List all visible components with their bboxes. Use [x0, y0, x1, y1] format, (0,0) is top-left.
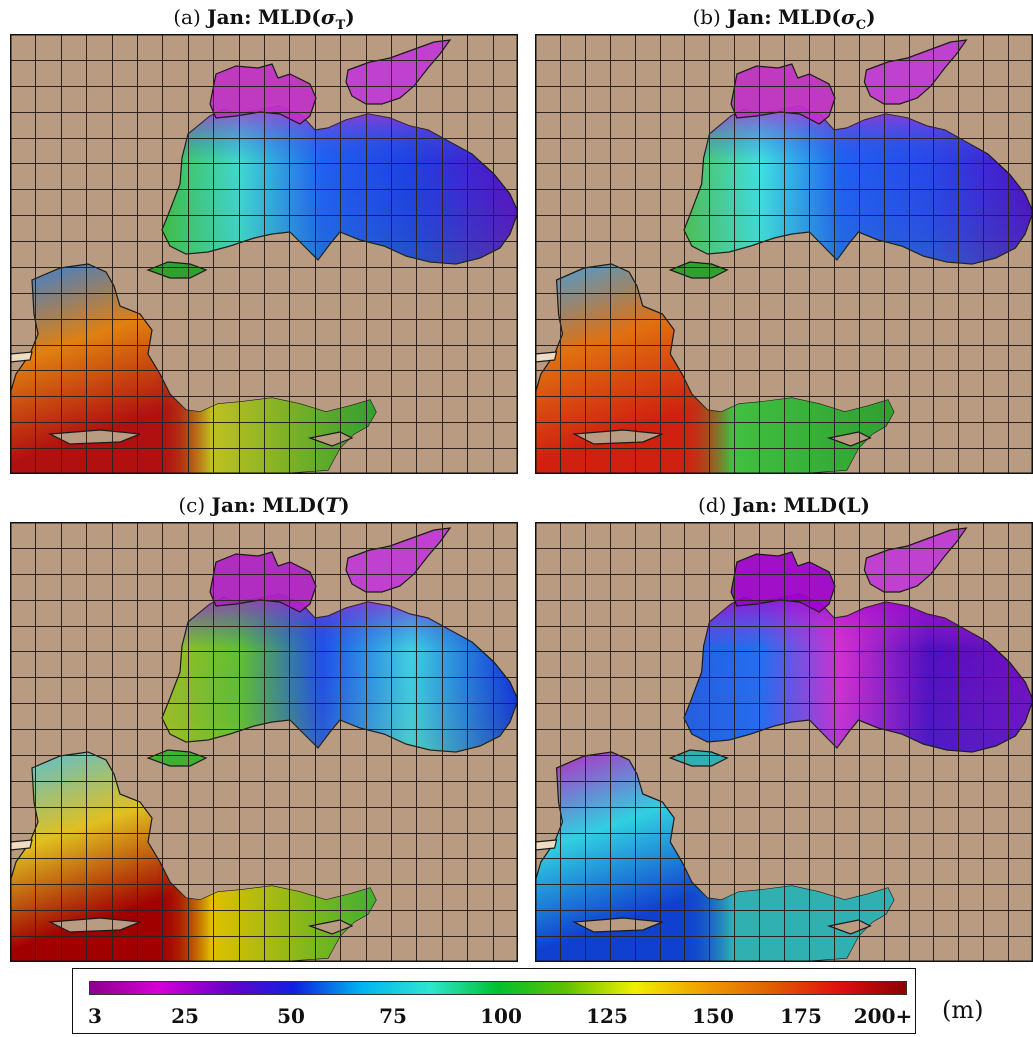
colorbar-tick: 200+: [853, 1004, 913, 1028]
colorbar-legend: 3 25 50 75 100 125 150 175 200+: [72, 968, 916, 1034]
colorbar-tick: 100: [480, 1004, 522, 1028]
island-crete: [572, 429, 663, 445]
panel-subscript: C: [855, 18, 867, 33]
island-crete: [572, 917, 663, 933]
island-west: [535, 839, 558, 851]
panel-a-title: (a) Jan: MLD(σT): [10, 4, 518, 33]
island-west: [535, 351, 558, 363]
colorbar-tick: 50: [277, 1004, 305, 1028]
colorbar-tick: 175: [780, 1004, 822, 1028]
colorbar-tick: 75: [379, 1004, 407, 1028]
colorbar-gradient: [89, 981, 907, 995]
panel-close: ): [340, 493, 350, 517]
panel-subscript: T: [335, 18, 346, 33]
panel-symbol: T: [325, 493, 341, 517]
panel-month: Jan:: [207, 5, 252, 29]
map-gridlines: [10, 522, 518, 962]
panel-func: MLD(: [257, 5, 321, 29]
colorbar-tick: 25: [171, 1004, 199, 1028]
panel-letter: (b): [692, 5, 721, 29]
levantine-overlay: [535, 752, 894, 962]
panel-d-title: (d) Jan: MLD(L): [535, 492, 1033, 518]
black-sea-overlay: [684, 594, 1033, 752]
map-panel-c: [10, 522, 518, 962]
panel-close: ): [866, 5, 876, 29]
black-sea-overlay: [684, 106, 1033, 264]
panel-b-title: (b) Jan: MLD(σC): [535, 4, 1033, 33]
map-panel-b: [535, 34, 1033, 474]
map-frame: [10, 522, 518, 962]
azov-sea-field: [863, 39, 968, 105]
panel-month: Jan:: [211, 493, 256, 517]
panel-func: MLD(: [262, 493, 326, 517]
azov-sea-field: [345, 39, 452, 105]
map-gridlines: [535, 34, 1033, 474]
panel-month: Jan:: [732, 493, 778, 517]
panel-close: ): [345, 5, 355, 29]
map-frame: [10, 34, 518, 474]
map-frame: [535, 34, 1033, 474]
colorbar-tick: 3: [88, 1004, 102, 1028]
island-crete: [47, 429, 141, 445]
map-panel-d: [535, 522, 1033, 962]
map-gridlines: [535, 522, 1033, 962]
island-west: [10, 839, 33, 851]
colorbar-tick: 150: [692, 1004, 734, 1028]
panel-c-title: (c) Jan: MLD(T): [10, 492, 518, 518]
azov-sea-field: [863, 527, 968, 593]
panel-close: ): [860, 493, 871, 517]
panel-symbol: σ: [840, 5, 856, 29]
levantine-overlay: [10, 752, 376, 962]
panel-letter: (a): [173, 5, 201, 29]
levantine-overlay: [535, 264, 894, 474]
island-crete: [47, 917, 141, 933]
map-panel-a: [10, 34, 518, 474]
island-cyprus: [307, 919, 354, 935]
panel-func: MLD(: [783, 493, 847, 517]
panel-symbol: L: [846, 493, 861, 517]
colorbar-unit: (m): [942, 996, 984, 1024]
island-west: [10, 351, 33, 363]
panel-letter: (d): [697, 493, 727, 517]
panel-month: Jan:: [727, 5, 772, 29]
map-gridlines: [10, 34, 518, 474]
panel-func: MLD(: [777, 5, 841, 29]
panel-letter: (c): [178, 493, 206, 517]
levantine-overlay: [10, 264, 376, 474]
map-frame: [535, 522, 1033, 962]
panel-symbol: σ: [320, 5, 336, 29]
azov-sea-field: [345, 527, 452, 593]
island-cyprus: [307, 431, 354, 447]
colorbar-tick: 125: [586, 1004, 628, 1028]
